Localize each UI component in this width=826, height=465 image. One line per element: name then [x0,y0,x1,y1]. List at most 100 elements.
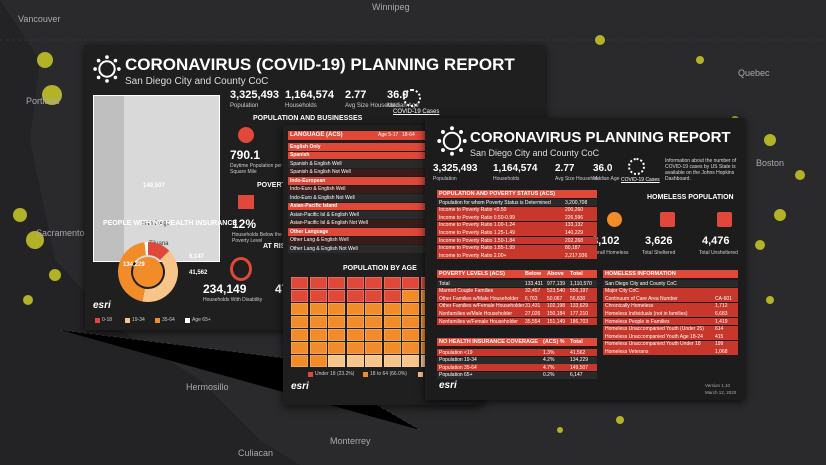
waffle-cell [365,277,382,289]
map-dot [13,208,27,222]
logo-dot [105,79,109,83]
table-row [437,229,597,237]
legend-label: 0-18 [102,317,113,323]
stat-label: Median Age [593,176,620,182]
table-header: POPULATION AND POVERTY STATUS (ACS) [439,190,556,197]
table-row [437,244,597,252]
map-dot [26,231,44,249]
legend-label: Under 18 (23.2%) [315,371,355,377]
table-row [603,348,738,356]
homeless-value: 4,476 [702,235,730,247]
table-row [603,302,738,310]
table-row [288,185,478,193]
table-cell: 27,026 [525,310,541,317]
map-label: Quebec [738,68,770,78]
report-panel: CORONAVIRUS PLANNING REPORT San Diego Cit… [425,118,745,400]
row-label: Homeless People in Families [605,318,670,325]
row-value: 200,260 [565,207,584,214]
donut-segment [148,242,170,261]
waffle-cell [291,355,308,367]
row-label: Spanish & English Not Well [290,169,351,175]
homeless-icon [607,212,622,227]
report-title: CORONAVIRUS PLANNING REPORT [470,129,731,146]
table-row [603,295,738,303]
row-value: 1,419 [715,318,728,325]
map-dot [42,85,62,105]
section-heading: AT RISK [263,243,291,250]
row-value: 2,217,936 [565,252,588,259]
house-icon [238,195,254,209]
legend-label: 19-34 [132,317,145,323]
brand: esri [291,381,309,392]
waffle-cell [383,290,401,302]
table-row [437,287,597,295]
waffle-cell [365,329,382,341]
table-row [437,199,597,206]
waffle-cell [291,303,308,315]
row-label: Asian-Pacific Island [290,203,338,209]
logo-dot [441,130,445,134]
report-title: CORONAVIRUS (COVID-19) PLANNING REPORT [125,55,515,74]
row-value: 415 [715,333,724,340]
table-header: Above [547,270,564,277]
stat-value: 790.1 [230,148,261,162]
table-header: NO HEALTH INSURANCE COVERAGE [439,338,538,345]
row-label: Income to Poverty Ratio 1.00-1.24 [439,222,515,229]
table-header: Total [570,270,583,277]
donut [117,242,179,302]
table-cell: 186,703 [570,318,589,325]
map-label: Vancouver [18,14,61,24]
waffle-cell [346,316,364,328]
logo [437,126,467,156]
row-label: Income to Poverty Ratio <0.50 [439,207,507,214]
people-icon [238,127,254,143]
table-row [437,221,597,229]
table-row [437,206,597,214]
waffle-cell [365,290,382,302]
column-header: Age 5-17 [378,132,399,138]
legend-label: 18 to 64 (66.0%) [370,371,407,377]
logo-dot [93,67,97,71]
row-value: 140,229 [565,229,584,236]
waffle-cell [365,355,382,367]
table-cell: 150,184 [547,310,566,317]
table-row [603,310,738,318]
donut-center [133,257,163,287]
section-heading: POPULATION BY AGE [343,265,417,272]
stat-label: Households Below the Poverty Level [232,232,282,244]
table-row [437,252,597,260]
table-cell: Other Families w/Male Householder [439,295,519,302]
donut-segment [144,242,148,256]
map-inset: San DiegoTijuana [93,95,220,262]
row-label: Other Lang & English Not Well [290,245,358,252]
table-cell: 133,629 [570,303,589,310]
table-cell: Population 35-64 [439,364,477,371]
row-value: 226,596 [565,214,584,221]
donut-label: 134,229 [123,262,145,268]
table-header-bar [603,270,738,278]
table-row [288,151,478,159]
table-cell: 50,067 [547,295,563,302]
table-row [437,295,597,303]
row-value: 614 [715,326,724,333]
waffle-cell [383,303,401,315]
table-row [288,219,478,227]
covid-icon [628,158,645,175]
table-cell: 134,229 [570,357,589,364]
stat-label: Population [433,176,457,182]
donut-segment [142,250,179,302]
table-cell: 1,110,570 [570,280,592,287]
waffle-cell [346,290,364,302]
homeless-label: Total Unsheltered [699,250,738,256]
homeless-value: 3,626 [645,235,673,247]
stat-value: 12% [232,217,257,231]
waffle-cell [309,277,327,289]
report-subtitle: San Diego City and County CoC [125,76,269,87]
stat-value: 234,149 [203,282,247,296]
version: Version 1.10 [705,383,731,388]
table-row [288,202,478,210]
row-label: Income to Poverty Ratio 1.85-1.99 [439,245,515,252]
table-cell: 102,198 [547,303,566,310]
legend-label: Age 65+ [192,317,211,323]
